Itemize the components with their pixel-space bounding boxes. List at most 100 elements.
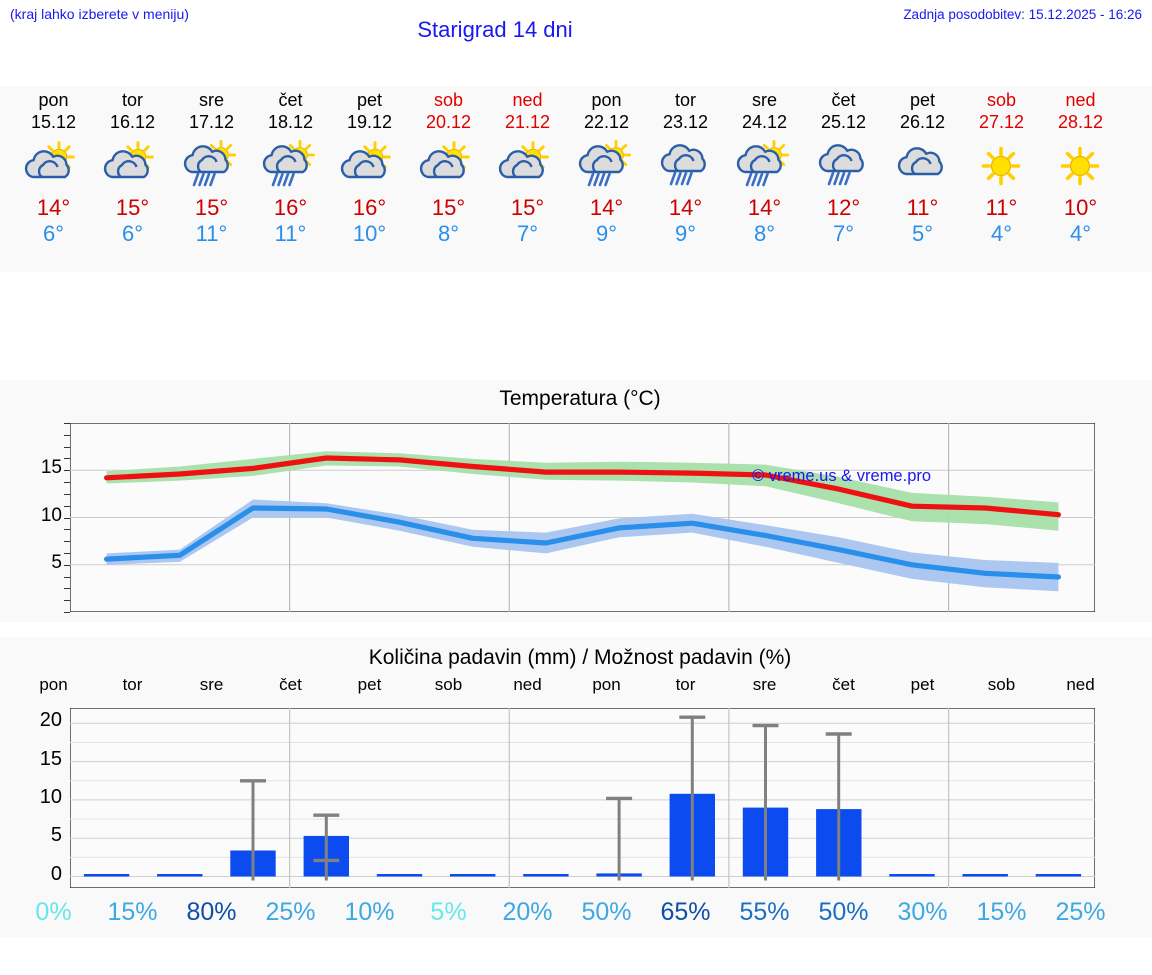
day-name: pon <box>38 90 69 110</box>
precipitation-probability-label: 15% <box>107 898 158 926</box>
temperature-axis-tick <box>64 423 70 424</box>
forecast-day-10[interactable]: čet 25.12 12° 7° <box>804 86 883 272</box>
day-temp-max: 14° <box>747 195 782 220</box>
forecast-day-3[interactable]: čet 18.12 16° 11° <box>251 86 330 272</box>
day-name: ned <box>512 90 543 110</box>
day-name: tor <box>121 90 143 110</box>
sun-cloud-rain-icon <box>567 135 646 195</box>
sun-cloud-icon <box>488 135 567 195</box>
forecast-day-5[interactable]: sob 20.12 15° 8° <box>409 86 488 272</box>
day-temp-min: 11° <box>274 221 307 246</box>
day-temp-max: 14° <box>668 195 703 220</box>
day-name: tor <box>674 90 696 110</box>
precipitation-probability-label: 50% <box>818 898 869 926</box>
day-temp-min: 6° <box>121 221 144 246</box>
day-date: 25.12 <box>820 112 867 132</box>
precipitation-probability-label: 10% <box>344 898 395 926</box>
forecast-day-7[interactable]: pon 22.12 14° 9° <box>567 86 646 272</box>
daily-forecast-strip: pon 15.12 14° 6° tor 16.12 15° 6° sre 17.12 15°… <box>0 86 1152 272</box>
temperature-y-tick-label: 10 <box>40 504 62 526</box>
forecast-day-4[interactable]: pet 19.12 16° 10° <box>330 86 409 272</box>
day-date: 26.12 <box>899 112 946 132</box>
sun-cloud-icon <box>14 135 93 195</box>
precipitation-day-label: sre <box>752 675 777 694</box>
forecast-day-9[interactable]: sre 24.12 14° 8° <box>725 86 804 272</box>
day-temp-min: 7° <box>516 221 539 246</box>
precipitation-day-label: čet <box>832 675 855 694</box>
day-temp-max: 15° <box>115 195 150 220</box>
forecast-day-0[interactable]: pon 15.12 14° 6° <box>14 86 93 272</box>
precipitation-probability-label: 80% <box>186 898 237 926</box>
day-name: sob <box>433 90 464 110</box>
day-temp-min: 9° <box>674 221 697 246</box>
precipitation-day-labels: pon tor sre čet pet sob ned pon tor sre čet pet sob n… <box>14 675 1152 699</box>
precipitation-probability-row: 0% 15% 80% 25% 10% 5% 20% 50% 65% 55% 50% 30% 15% 25% <box>14 898 1152 934</box>
temperature-axis-tick <box>64 493 70 495</box>
precipitation-day-label: ned <box>1066 675 1095 694</box>
precipitation-probability-label: 5% <box>430 898 467 926</box>
precipitation-day-label: čet <box>279 675 302 694</box>
last-updated-text: Zadnja posodobitev: 15.12.2025 - 16:26 <box>903 7 1142 22</box>
day-temp-min: 6° <box>42 221 65 246</box>
forecast-day-6[interactable]: ned 21.12 15° 7° <box>488 86 567 272</box>
day-name: ned <box>1065 90 1096 110</box>
forecast-day-8[interactable]: tor 23.12 14° 9° <box>646 86 725 272</box>
forecast-day-11[interactable]: pet 26.12 11° 5° <box>883 86 962 272</box>
temperature-axis-tick <box>64 505 70 507</box>
precipitation-chart-plot: 0 5 10 15 20 <box>40 708 1095 888</box>
day-name: pet <box>909 90 936 110</box>
temperature-chart-title: Temperatura (°C) <box>499 387 661 410</box>
temperature-axis-tick <box>64 482 70 484</box>
precipitation-probability-label: 15% <box>976 898 1027 926</box>
precipitation-probability-label: 50% <box>581 898 632 926</box>
precipitation-y-tick-label: 20 <box>39 709 62 732</box>
temperature-y-tick-label: 5 <box>51 551 62 573</box>
day-temp-min: 8° <box>437 221 460 246</box>
sun-cloud-rain-icon <box>172 135 251 195</box>
precipitation-probability-label: 0% <box>35 898 72 926</box>
day-name: čet <box>831 90 856 110</box>
day-temp-max: 14° <box>36 195 71 220</box>
menu-hint-text: (kraj lahko izberete v meniju) <box>10 6 189 22</box>
cloud-rain-icon <box>804 135 883 195</box>
temperature-axis-tick <box>64 612 70 613</box>
day-temp-max: 12° <box>826 195 861 220</box>
day-date: 19.12 <box>346 112 393 132</box>
day-temp-max: 11° <box>985 195 1018 220</box>
cloud-rain-icon <box>646 135 725 195</box>
forecast-day-1[interactable]: tor 16.12 15° 6° <box>93 86 172 272</box>
forecast-day-13[interactable]: ned 28.12 10° 4° <box>1041 86 1120 272</box>
forecast-day-2[interactable]: sre 17.12 15° 11° <box>172 86 251 272</box>
precipitation-y-tick-label: 10 <box>39 785 62 808</box>
day-date: 15.12 <box>30 112 77 132</box>
page-title: Starigrad 14 dni <box>417 17 573 42</box>
temperature-axis-tick <box>64 588 70 590</box>
daily-forecast-list: pon 15.12 14° 6° tor 16.12 15° 6° sre 17.12 15°… <box>0 86 1152 272</box>
precipitation-y-tick-label: 15 <box>39 747 62 770</box>
precipitation-day-label: sob <box>987 675 1016 694</box>
precipitation-probability-label: 20% <box>502 898 553 926</box>
temperature-y-tick-label: 15 <box>40 457 62 479</box>
day-date: 23.12 <box>662 112 709 132</box>
sun-cloud-icon <box>409 135 488 195</box>
forecast-day-12[interactable]: sob 27.12 11° 4° <box>962 86 1041 272</box>
day-temp-max: 16° <box>352 195 387 220</box>
precipitation-probability-label: 25% <box>265 898 316 926</box>
day-date: 21.12 <box>504 112 551 132</box>
precipitation-day-label: pet <box>910 675 935 694</box>
day-temp-max: 15° <box>431 195 466 220</box>
temperature-axis-tick <box>64 576 70 578</box>
temperature-axis-tick <box>64 517 70 519</box>
temperature-axis-tick <box>64 434 70 436</box>
day-date: 16.12 <box>109 112 156 132</box>
day-temp-min: 7° <box>832 221 855 246</box>
sun-cloud-icon <box>93 135 172 195</box>
day-date: 27.12 <box>978 112 1025 132</box>
sun-cloud-rain-icon <box>251 135 330 195</box>
precipitation-probability-label: 65% <box>660 898 711 926</box>
precipitation-y-tick-label: 5 <box>50 824 62 847</box>
day-temp-min: 8° <box>753 221 776 246</box>
sun-cloud-rain-icon <box>725 135 804 195</box>
cloud-icon <box>883 135 962 195</box>
